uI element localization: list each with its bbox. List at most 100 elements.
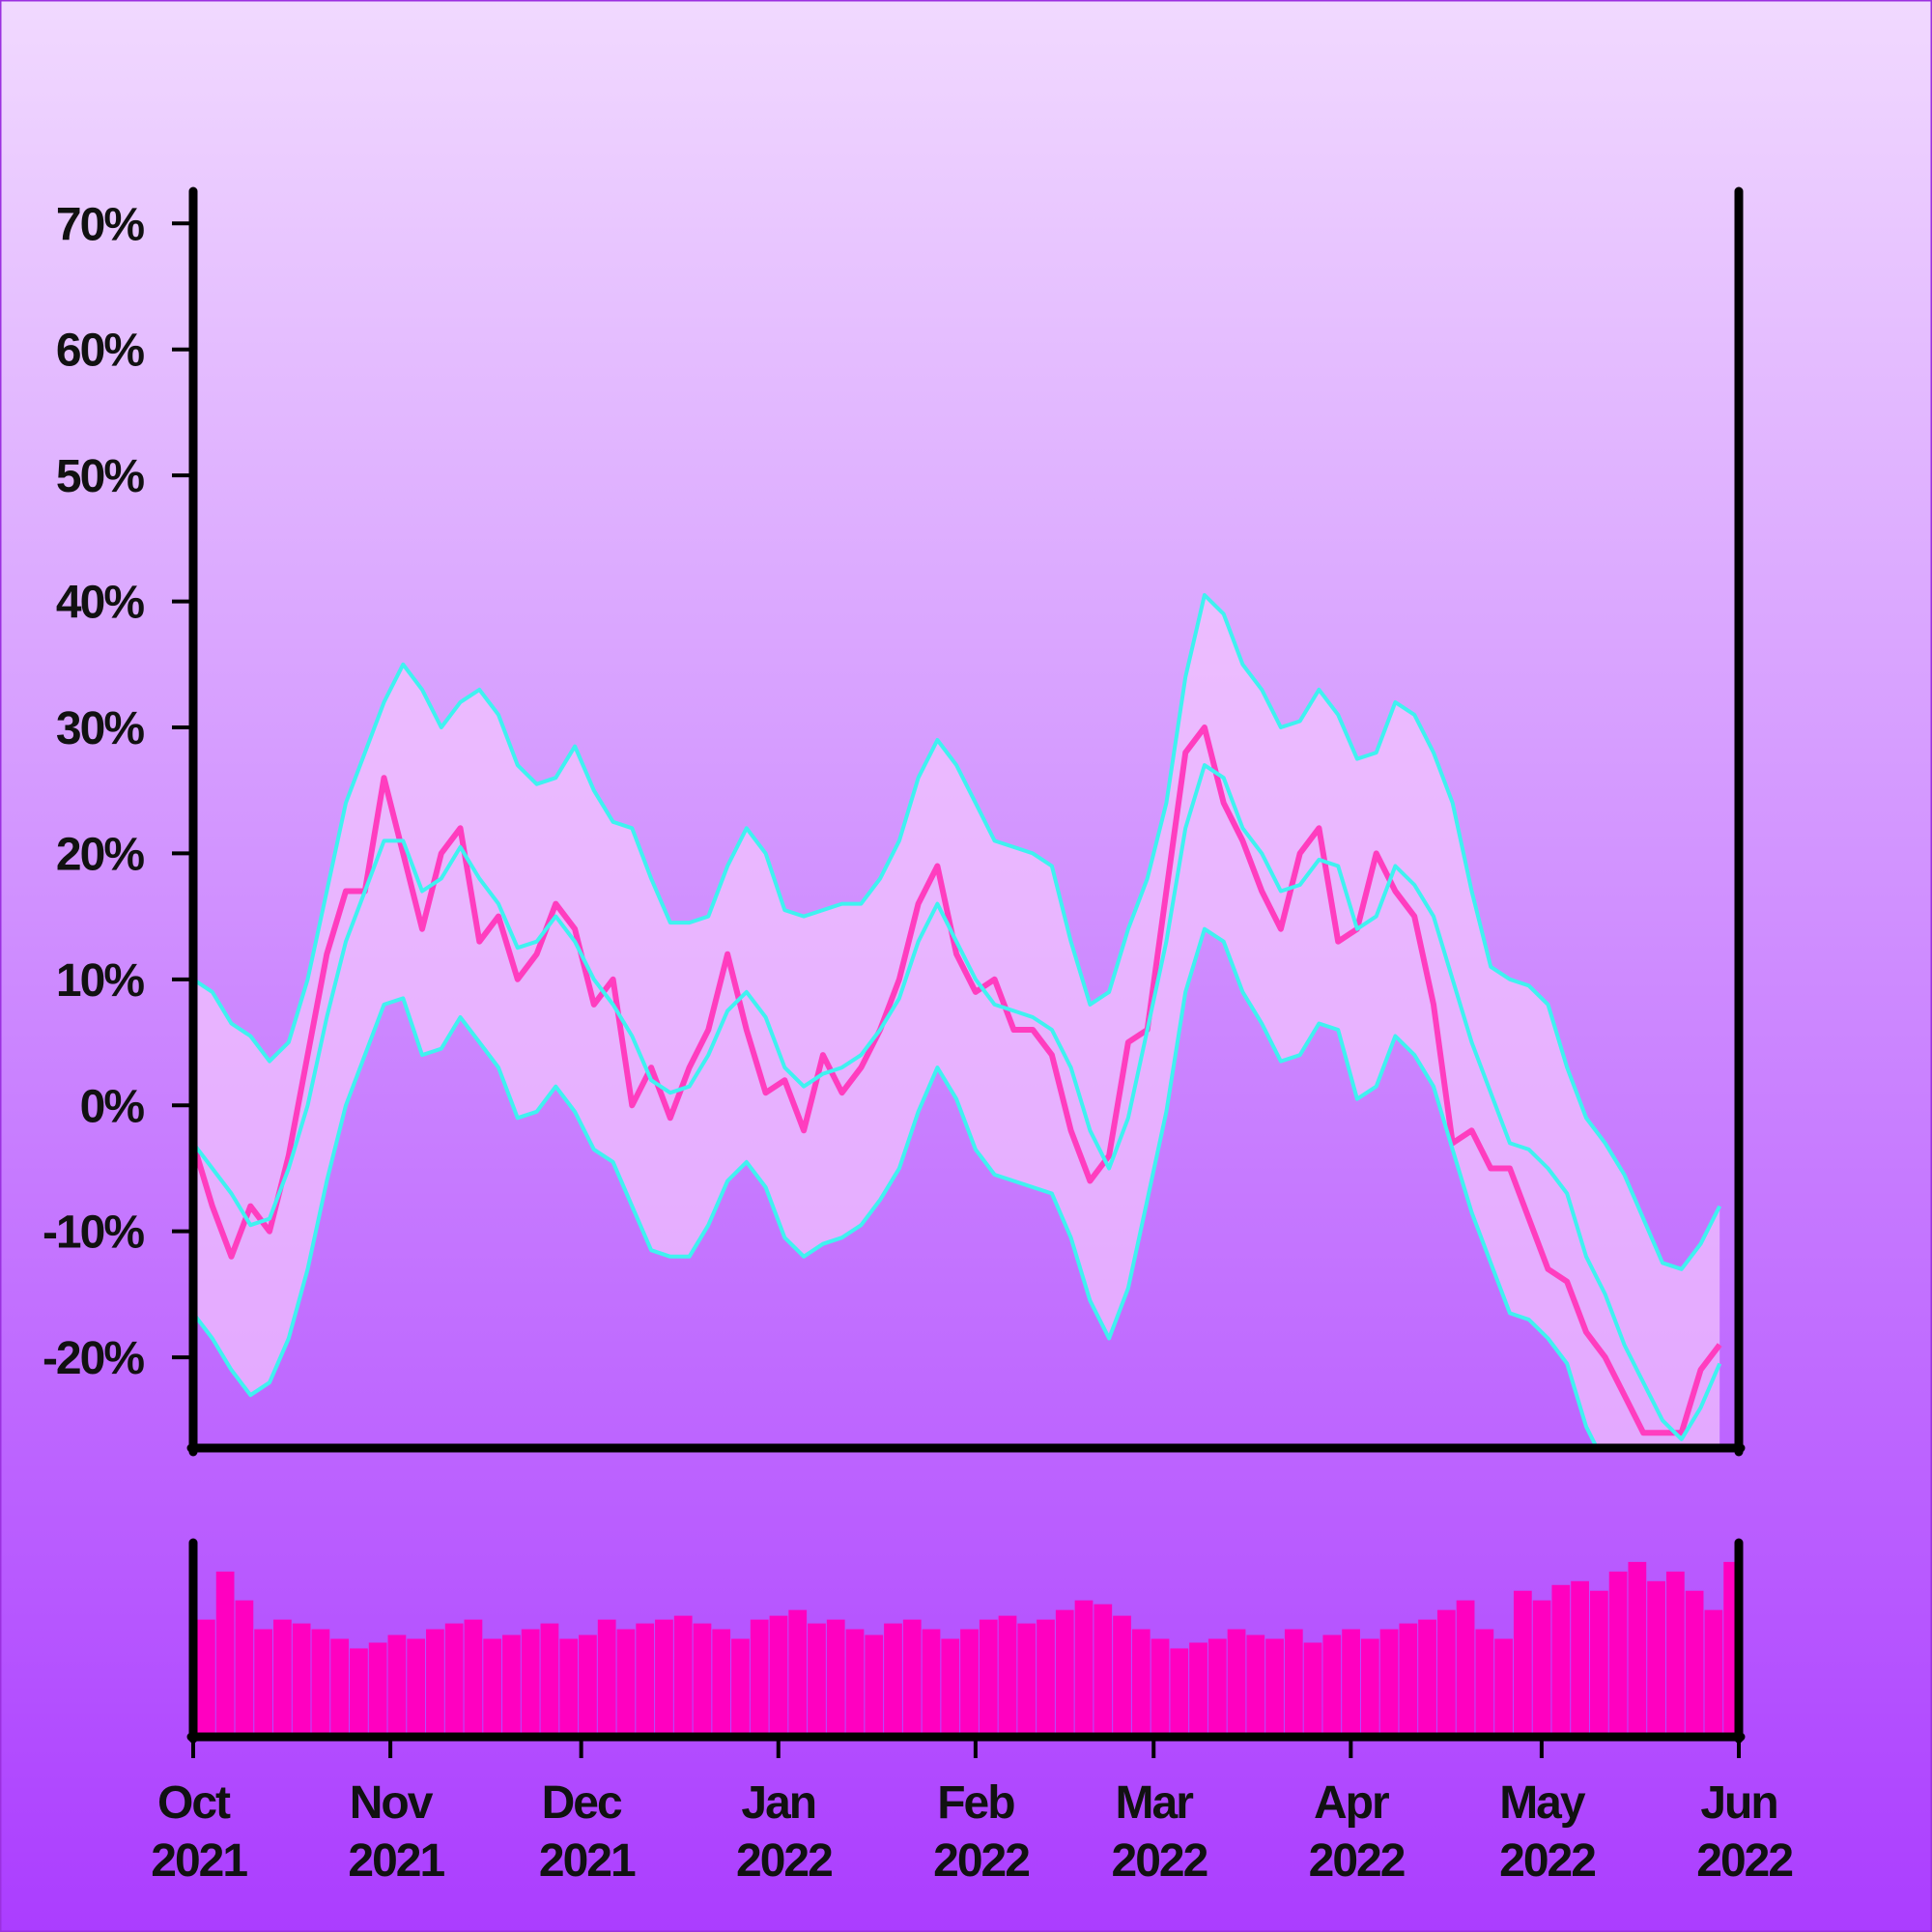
volume-bar [464, 1619, 483, 1735]
volume-bar [960, 1629, 979, 1735]
volume-bar [636, 1623, 655, 1735]
volume-bar [521, 1629, 540, 1735]
volume-bar [1589, 1590, 1608, 1735]
y-tick-label: 20% [56, 829, 144, 880]
volume-bar [330, 1638, 350, 1735]
volume-bar [1017, 1623, 1037, 1735]
volume-bar [426, 1629, 444, 1735]
volume-bar [788, 1609, 808, 1735]
volume-bar [1322, 1634, 1342, 1735]
volume-bar [1303, 1642, 1322, 1735]
series-line [193, 763, 1722, 1441]
volume-bar [865, 1634, 884, 1735]
volume-bar [1227, 1629, 1246, 1735]
volume-bar [731, 1638, 750, 1735]
volume-bar [235, 1600, 254, 1735]
y-tick-label: 70% [56, 199, 144, 250]
volume-bar [1208, 1638, 1227, 1735]
x-tick-label: Mar 2022 [1100, 1777, 1207, 1887]
volume-bar [1170, 1648, 1189, 1735]
y-tick-label: 0% [80, 1081, 145, 1132]
volume-bar [387, 1634, 407, 1735]
x-tick-label: Nov 2021 [337, 1777, 444, 1887]
volume-bar [922, 1629, 941, 1735]
volume-bar [197, 1619, 215, 1735]
volume-bar [1571, 1580, 1589, 1735]
volume-bar [444, 1623, 464, 1735]
volume-bar [1074, 1600, 1094, 1735]
volume-bar [350, 1648, 368, 1735]
y-tick-label: 60% [56, 326, 144, 377]
volume-bar [483, 1638, 502, 1735]
band-area [193, 595, 1720, 1448]
volume-bar [1647, 1580, 1665, 1735]
volume-bar [559, 1638, 579, 1735]
volume-bar [750, 1619, 769, 1735]
volume-bar [1608, 1571, 1628, 1735]
x-tick-label: May 2022 [1489, 1777, 1595, 1887]
volume-bar [884, 1623, 902, 1735]
volume-bar [1628, 1561, 1647, 1735]
volume-bar [1456, 1600, 1475, 1735]
volume-bar [1704, 1609, 1723, 1735]
volume-bar [769, 1615, 788, 1735]
volume-bar [1037, 1619, 1055, 1735]
volume-bar [808, 1623, 826, 1735]
volume-bar [1151, 1638, 1170, 1735]
volume-bar [941, 1638, 960, 1735]
volume-bar [292, 1623, 311, 1735]
y-tick-label: 10% [56, 955, 144, 1007]
volume-bar [655, 1619, 673, 1735]
y-tick-label: 30% [56, 703, 144, 754]
volume-bar [502, 1634, 521, 1735]
volume-bar [1189, 1642, 1208, 1735]
volume-bar [845, 1629, 865, 1735]
x-tick-label: Apr 2022 [1297, 1777, 1404, 1887]
x-tick-label: Jun 2022 [1686, 1777, 1792, 1887]
axes: -20% -10% 0% 10% 20% 30% 40% 50% 60% 70% Oct 2021 N… [43, 186, 1794, 1887]
volume-bar [579, 1634, 597, 1735]
volume-bar [597, 1619, 616, 1735]
x-tick-label: Dec 2021 [528, 1777, 636, 1887]
volume-bar [902, 1619, 922, 1735]
x-tick-label: Oct 2021 [140, 1777, 247, 1887]
volume-bar [1665, 1571, 1685, 1735]
plot-area [193, 593, 1722, 1448]
volume-bar [1379, 1629, 1399, 1735]
volume-bar [712, 1629, 731, 1735]
volume-bar [693, 1623, 712, 1735]
volume-bar [1399, 1623, 1418, 1735]
volume-bar [979, 1619, 998, 1735]
volume-bar [616, 1629, 636, 1735]
volume-bar [998, 1615, 1017, 1735]
volume-bar [1532, 1600, 1551, 1735]
volume-bar [1113, 1615, 1131, 1735]
volume-bar [1265, 1638, 1284, 1735]
volume-bar [1284, 1629, 1303, 1735]
y-tick-label: 40% [56, 578, 144, 629]
volume-bar [407, 1638, 426, 1735]
volume-bar [254, 1629, 273, 1735]
volume-bar [273, 1619, 292, 1735]
volume-bar [1513, 1590, 1532, 1735]
band-lower [193, 926, 1600, 1448]
volume-bar [826, 1619, 845, 1735]
volume-bar [1342, 1629, 1360, 1735]
x-tick-label: Feb 2022 [923, 1777, 1029, 1887]
volume-bar [1094, 1604, 1113, 1735]
y-tick-label: -20% [43, 1333, 144, 1384]
x-tick-label: Jan 2022 [725, 1777, 832, 1887]
volume-bar [1055, 1609, 1074, 1735]
volume-bar [673, 1615, 693, 1735]
volume-bar [540, 1623, 559, 1735]
volume-bar [311, 1629, 330, 1735]
volume-bar [1494, 1638, 1513, 1735]
volume-bar [1685, 1590, 1704, 1735]
volume-bar [1475, 1629, 1494, 1735]
volume-bar [368, 1642, 387, 1735]
volume-bar [1436, 1609, 1456, 1735]
volume-bar [1131, 1629, 1151, 1735]
volume-bar [1551, 1584, 1571, 1735]
